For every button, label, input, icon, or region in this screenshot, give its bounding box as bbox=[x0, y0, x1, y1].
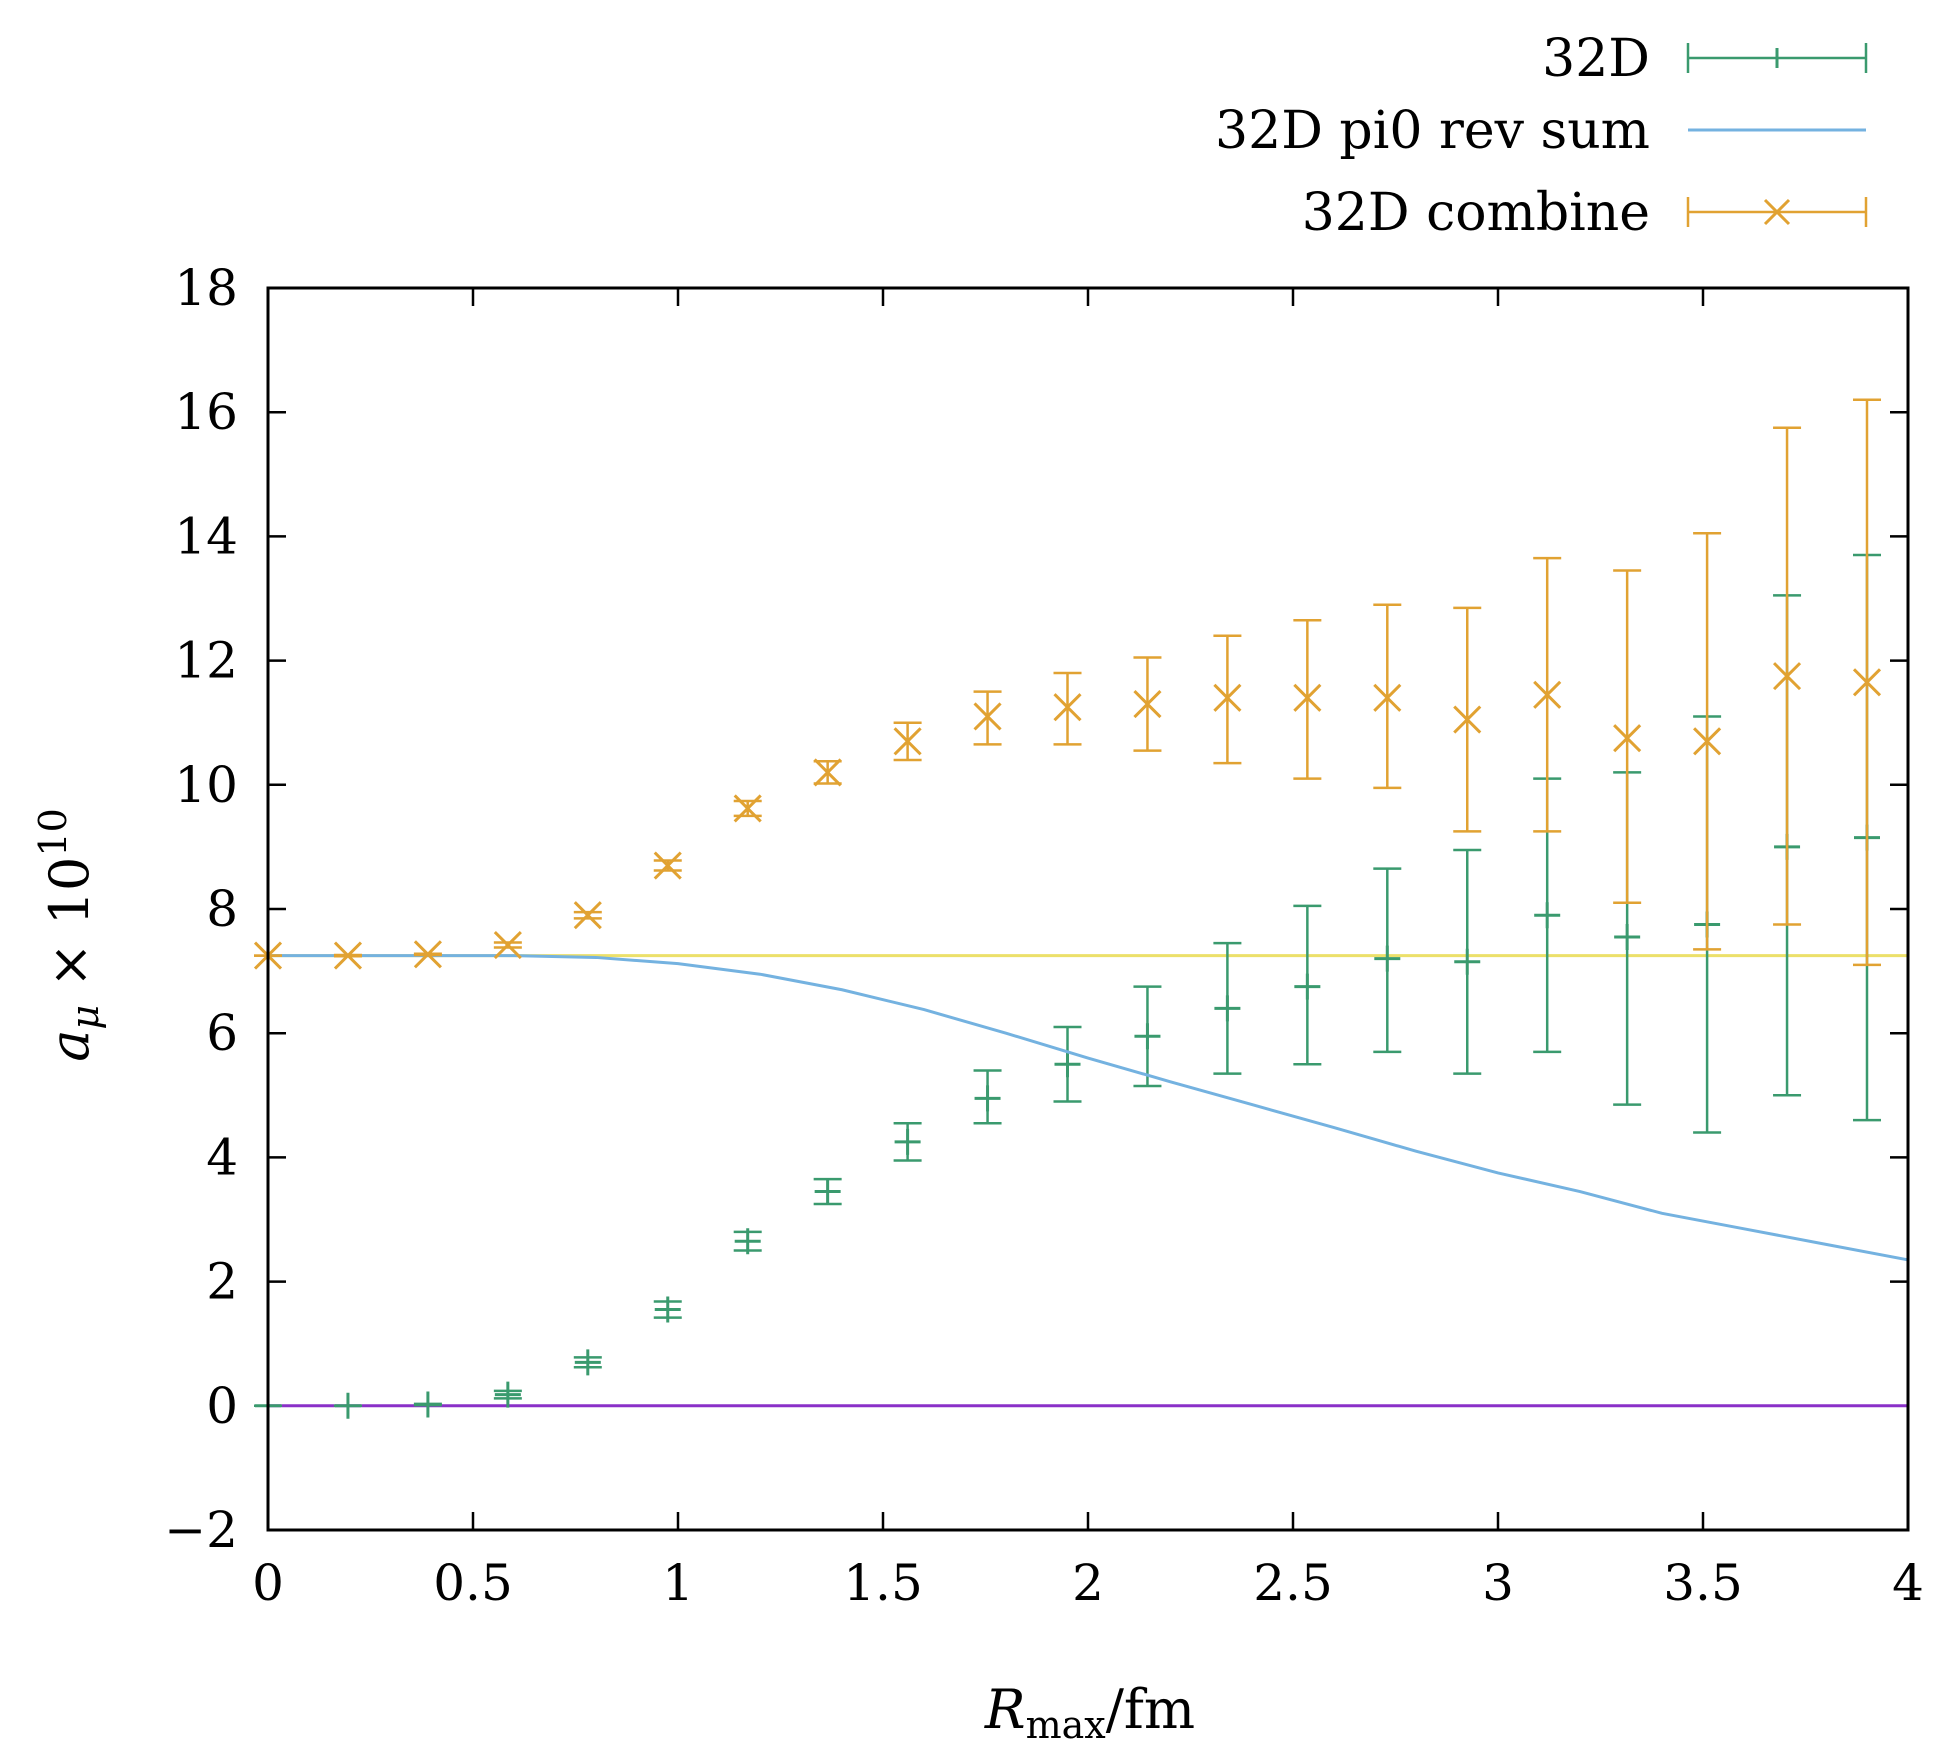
data-point-cross bbox=[1852, 668, 1882, 697]
x-tick-label: 2 bbox=[1072, 1554, 1104, 1612]
data-point-plus bbox=[1614, 923, 1641, 950]
y-tick-label: 10 bbox=[174, 756, 238, 814]
data-point-cross bbox=[1133, 690, 1162, 719]
data-point-cross bbox=[1293, 683, 1322, 712]
data-point-cross bbox=[1053, 693, 1082, 722]
y-tick-label: −2 bbox=[164, 1501, 238, 1559]
x-tick-label: 2.5 bbox=[1253, 1554, 1333, 1612]
data-point-cross bbox=[653, 851, 682, 880]
legend-label: 32D pi0 rev sum bbox=[1215, 101, 1650, 161]
y-tick-label: 8 bbox=[206, 880, 238, 938]
x-tick-label: 4 bbox=[1892, 1554, 1924, 1612]
data-point-cross bbox=[1373, 683, 1402, 712]
y-axis-label-sub: μ bbox=[63, 1005, 107, 1030]
reference-lines bbox=[268, 954, 1908, 1408]
data-point-cross bbox=[333, 941, 363, 970]
plot-frame bbox=[266, 286, 1910, 1532]
x-axis-label-main: R bbox=[984, 1678, 1026, 1741]
series-1 bbox=[268, 954, 1909, 1262]
y-tick-label: 4 bbox=[206, 1128, 238, 1186]
y-axis-label-times: × 10 bbox=[38, 857, 101, 1005]
data-point-plus bbox=[1214, 995, 1241, 1022]
y-tick-label: 16 bbox=[174, 383, 238, 441]
data-point-plus bbox=[654, 1296, 681, 1323]
data-point-plus bbox=[734, 1228, 761, 1255]
legend-entry-2: 32D combine bbox=[1302, 183, 1868, 243]
data-point-plus bbox=[1294, 973, 1321, 1000]
y-axis-label-main: a bbox=[38, 1030, 101, 1062]
y-tick-label: 14 bbox=[174, 507, 238, 565]
data-point-plus bbox=[1374, 945, 1401, 972]
data-point-cross bbox=[1772, 662, 1802, 691]
data-point-cross bbox=[1453, 705, 1482, 734]
series-2 bbox=[253, 398, 1882, 970]
data-point-cross bbox=[1693, 727, 1722, 756]
legend-label: 32D bbox=[1542, 29, 1650, 89]
data-point-cross bbox=[1533, 680, 1562, 709]
y-tick-label: 0 bbox=[206, 1377, 238, 1435]
data-point-plus bbox=[574, 1349, 601, 1376]
data-point-cross bbox=[493, 930, 522, 960]
legend-entry-1: 32D pi0 rev sum bbox=[1215, 101, 1866, 161]
x-tick-label: 1 bbox=[662, 1554, 694, 1612]
y-tick-label: 18 bbox=[174, 259, 238, 317]
data-point-cross bbox=[413, 940, 442, 969]
data-point-cross bbox=[893, 727, 922, 756]
x-tick-label: 0.5 bbox=[433, 1554, 513, 1612]
x-tick-label: 0 bbox=[252, 1554, 284, 1612]
data-point-plus bbox=[1134, 1023, 1161, 1050]
axis-ticks bbox=[266, 286, 1910, 1532]
data-point-cross bbox=[1613, 724, 1642, 753]
legend-label: 32D combine bbox=[1302, 183, 1650, 243]
legend: 32D 32D pi0 rev sum 32D combine bbox=[1215, 29, 1868, 243]
data-point-plus bbox=[1054, 1051, 1081, 1078]
y-axis-label: aμ × 1010 bbox=[31, 808, 107, 1062]
series-layer bbox=[253, 398, 1909, 1419]
data-point-plus bbox=[974, 1085, 1001, 1112]
data-point-plus bbox=[334, 1392, 361, 1419]
data-point-plus bbox=[1454, 948, 1481, 975]
data-point-cross bbox=[573, 901, 602, 930]
data-point-cross bbox=[813, 758, 842, 787]
data-point-cross bbox=[733, 794, 762, 823]
data-point-plus bbox=[494, 1381, 521, 1408]
x-tick-label: 3 bbox=[1482, 1554, 1514, 1612]
data-point-plus bbox=[894, 1128, 921, 1155]
y-axis-label-sup: 10 bbox=[31, 808, 75, 856]
x-axis-label-sub: max bbox=[1026, 1703, 1106, 1747]
data-point-cross bbox=[1213, 683, 1242, 712]
data-point-plus bbox=[414, 1391, 441, 1418]
data-point-plus bbox=[1534, 902, 1561, 929]
data-point-cross bbox=[973, 702, 1002, 731]
series-line bbox=[268, 954, 1909, 1262]
x-axis-label-rest: /fm bbox=[1106, 1678, 1195, 1741]
y-tick-label: 6 bbox=[206, 1004, 238, 1062]
y-tick-label: 2 bbox=[206, 1253, 238, 1311]
x-tick-label: 3.5 bbox=[1663, 1554, 1743, 1612]
x-axis-label: Rmax/fm bbox=[984, 1678, 1195, 1747]
x-tick-label: 1.5 bbox=[843, 1554, 923, 1612]
legend-swatch-marker bbox=[1763, 198, 1791, 226]
legend-entry-0: 32D bbox=[1542, 29, 1868, 89]
y-tick-label: 12 bbox=[174, 632, 238, 690]
data-point-plus bbox=[814, 1178, 841, 1205]
